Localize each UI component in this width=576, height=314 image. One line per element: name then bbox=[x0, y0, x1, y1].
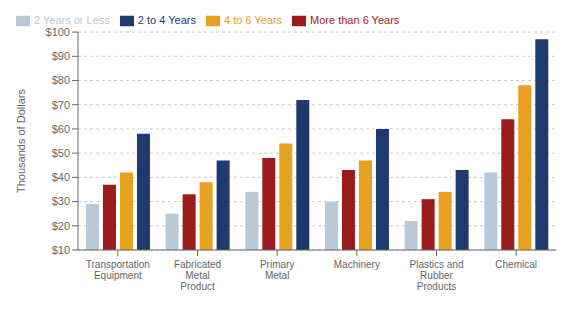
svg-text:$100: $100 bbox=[46, 26, 70, 38]
svg-text:$20: $20 bbox=[52, 220, 70, 232]
svg-text:$40: $40 bbox=[52, 171, 70, 183]
svg-text:PrimaryMetal: PrimaryMetal bbox=[260, 259, 294, 281]
svg-text:$80: $80 bbox=[52, 74, 70, 86]
svg-text:Plastics andRubberProducts: Plastics andRubberProducts bbox=[410, 259, 464, 292]
html-text:4 to 6 Years: 4 to 6 Years bbox=[224, 14, 283, 26]
svg-text:Chemical: Chemical bbox=[495, 259, 537, 270]
svg-text:$70: $70 bbox=[52, 99, 70, 111]
svg-text:$30: $30 bbox=[52, 195, 70, 207]
html-text:2 to 4 Years: 2 to 4 Years bbox=[137, 14, 196, 26]
svg-text:$90: $90 bbox=[52, 50, 70, 62]
svg-text:TransportationEquipment: TransportationEquipment bbox=[86, 259, 150, 281]
svg-text:Thousands of Dollars: Thousands of Dollars bbox=[15, 89, 27, 193]
svg-text:$60: $60 bbox=[52, 123, 70, 135]
svg-text:$50: $50 bbox=[52, 147, 70, 159]
svg-text:$10: $10 bbox=[52, 244, 70, 256]
html-text:2 Years or Less: 2 Years or Less bbox=[34, 14, 110, 26]
html-text:More than 6 Years: More than 6 Years bbox=[310, 14, 400, 26]
svg-text:Machinery: Machinery bbox=[334, 259, 380, 270]
svg-text:FabricatedMetalProduct: FabricatedMetalProduct bbox=[174, 259, 221, 292]
